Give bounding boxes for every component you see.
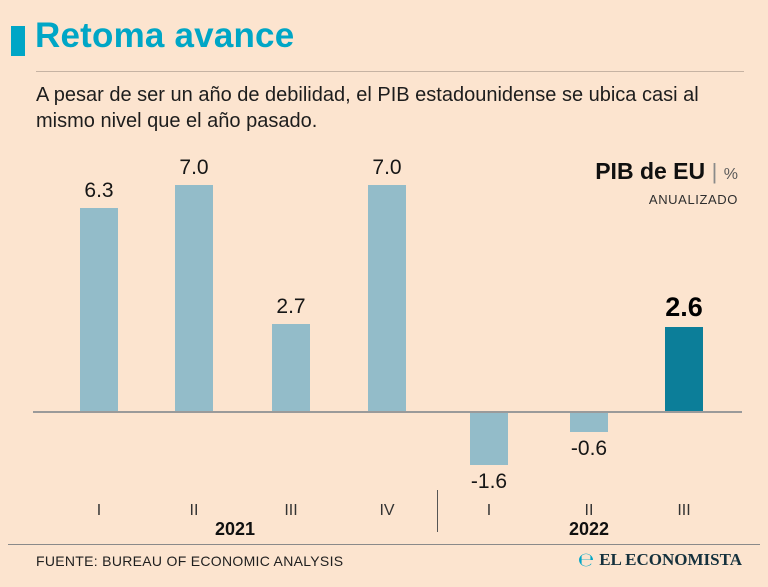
source-note: FUENTE: BUREAU OF ECONOMIC ANALYSIS (36, 553, 344, 569)
value-label: -0.6 (570, 437, 608, 461)
x-axis-label: II (584, 502, 594, 519)
brand-logo: ℮ EL ECONOMISTA (578, 550, 742, 570)
bar-I-2022 (470, 413, 508, 465)
value-label: 2.6 (665, 292, 703, 323)
x-axis-label: I (486, 502, 492, 519)
legend-note: ANUALIZADO (648, 192, 738, 207)
zero-axis-line (33, 411, 742, 413)
bar-chart: 6.3 I 7.0 II 2.7 III 7.0 IV -1.6 I -0.6 II 2.6 III 202… (0, 150, 768, 550)
bar-III-2021 (272, 323, 310, 411)
page-title: Retoma avance (35, 16, 295, 55)
chart-legend: PIB de EU | % ANUALIZADO (595, 158, 738, 207)
subtitle: A pesar de ser un año de debilidad, el P… (36, 84, 699, 133)
x-axis-label: III (677, 502, 691, 519)
x-axis-label: IV (379, 502, 395, 519)
bar-II-2022 (570, 413, 608, 433)
year-separator-tick (437, 490, 438, 532)
bar-III-2022 (665, 327, 703, 411)
legend-line: PIB de EU | % (595, 158, 738, 185)
value-label: -1.6 (470, 469, 508, 493)
x-axis-label: II (189, 502, 199, 519)
value-label: 7.0 (372, 156, 402, 179)
el-economista-icon: ℮ (577, 548, 595, 571)
bar-IV-2021 (368, 185, 406, 411)
value-label: 6.3 (84, 178, 114, 202)
legend-unit: % (723, 166, 738, 183)
value-label: 7.0 (179, 156, 209, 179)
x-axis-label: III (284, 502, 298, 519)
header-divider (36, 71, 744, 72)
bar-II-2021 (175, 185, 213, 411)
footer-divider (8, 544, 760, 545)
brand-name: EL ECONOMISTA (599, 550, 742, 569)
year-label-2021: 2021 (214, 519, 256, 539)
year-label-2022: 2022 (568, 519, 610, 539)
bar-I-2021 (80, 207, 118, 411)
legend-title: PIB de EU (595, 158, 706, 184)
title-accent-mark (11, 26, 25, 56)
legend-separator: | (711, 159, 718, 184)
x-axis-label: I (96, 502, 102, 519)
value-label: 2.7 (276, 294, 306, 318)
